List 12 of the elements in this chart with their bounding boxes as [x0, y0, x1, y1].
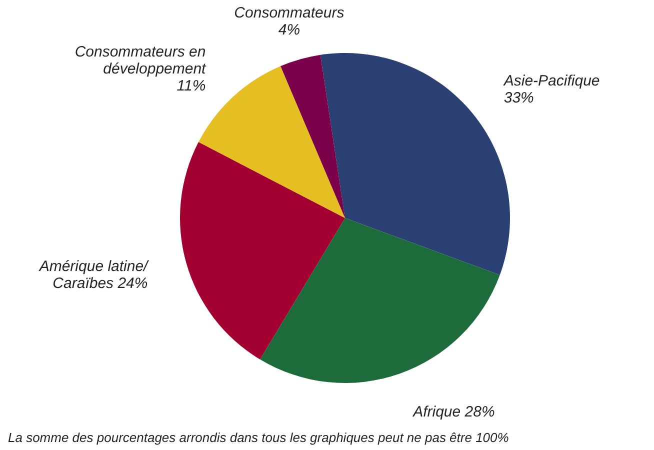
slice-label: Amérique latine/ Caraïbes 24% — [38, 258, 150, 292]
pie-slice — [280, 54, 345, 218]
data-label: 11% — [176, 78, 206, 95]
pie-slice — [260, 218, 500, 383]
data-label: 33% — [504, 89, 534, 106]
slice-label: Consommateurs — [234, 4, 345, 22]
slice-label: Asie-Pacifique — [502, 72, 600, 90]
slice-label: Afrique 28% — [412, 403, 495, 420]
text: La somme des pourcentages arrondis dans tous les graphiques peut ne pas être 100% — [8, 430, 509, 445]
pie-slice — [180, 142, 345, 360]
slice-label: Consommateurs en développement — [74, 44, 207, 78]
data-label: 4% — [278, 22, 300, 39]
